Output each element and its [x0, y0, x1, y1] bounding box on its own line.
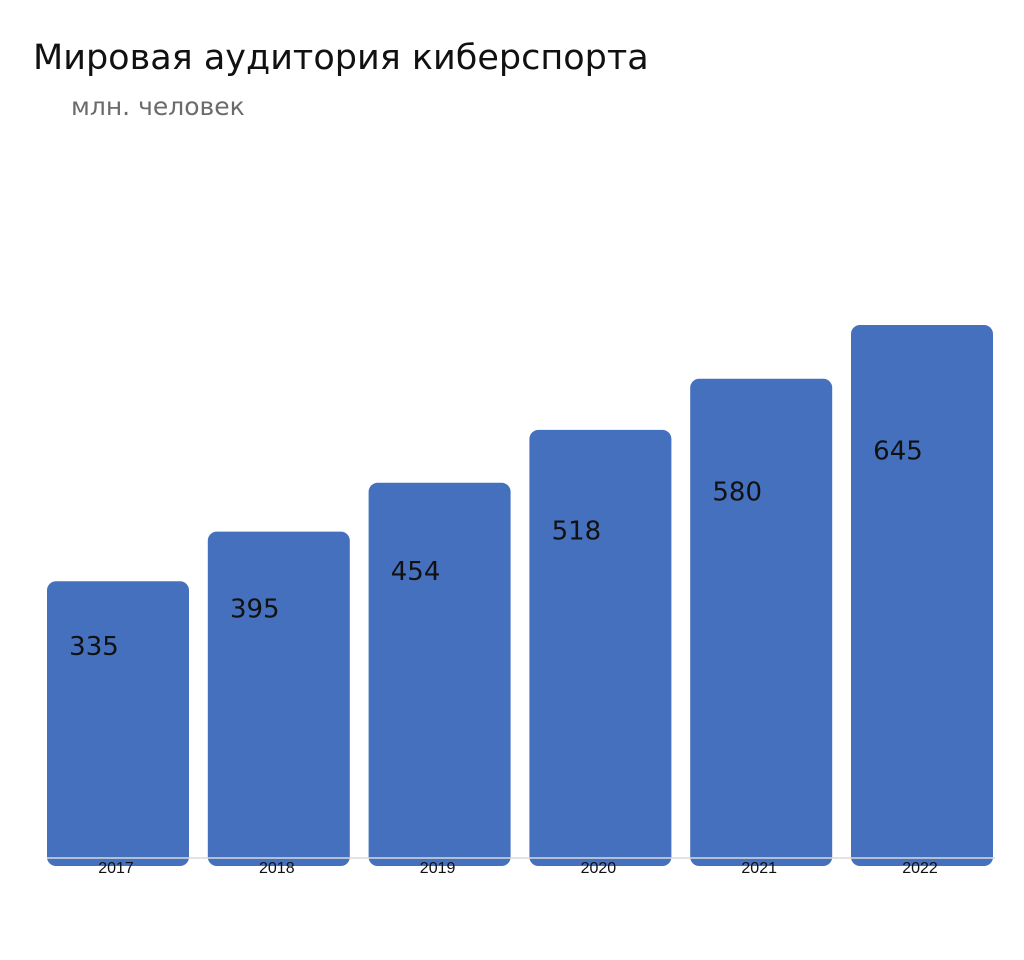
bar-2017: [47, 581, 189, 866]
chart-subtitle: млн. человек: [71, 92, 245, 121]
x-tick-labels-group: 2017 2018 2019 2020 2021 2022: [98, 860, 938, 877]
bar-2022: [851, 325, 993, 866]
value-labels-group: 335 395 454 518 580 645: [69, 436, 923, 662]
value-label-2017: 335: [69, 632, 119, 662]
value-label-2018: 395: [230, 594, 280, 624]
bar-2021: [690, 378, 833, 866]
x-tick-label-2017: 2017: [98, 860, 134, 877]
value-label-2019: 454: [391, 557, 441, 587]
bars-group: [47, 325, 993, 866]
value-label-2021: 580: [712, 477, 762, 507]
bar-2019: [368, 482, 511, 866]
x-tick-label-2020: 2020: [581, 860, 617, 877]
x-tick-label-2018: 2018: [259, 860, 295, 877]
x-tick-label-2019: 2019: [420, 860, 456, 877]
value-label-2020: 518: [552, 517, 602, 547]
value-label-2022: 645: [873, 436, 923, 466]
chart-title: Мировая аудитория киберспорта: [33, 38, 649, 78]
bar-2020: [529, 429, 672, 866]
bar-2018: [207, 531, 350, 866]
x-tick-label-2022: 2022: [902, 860, 938, 877]
x-tick-label-2021: 2021: [741, 860, 777, 877]
